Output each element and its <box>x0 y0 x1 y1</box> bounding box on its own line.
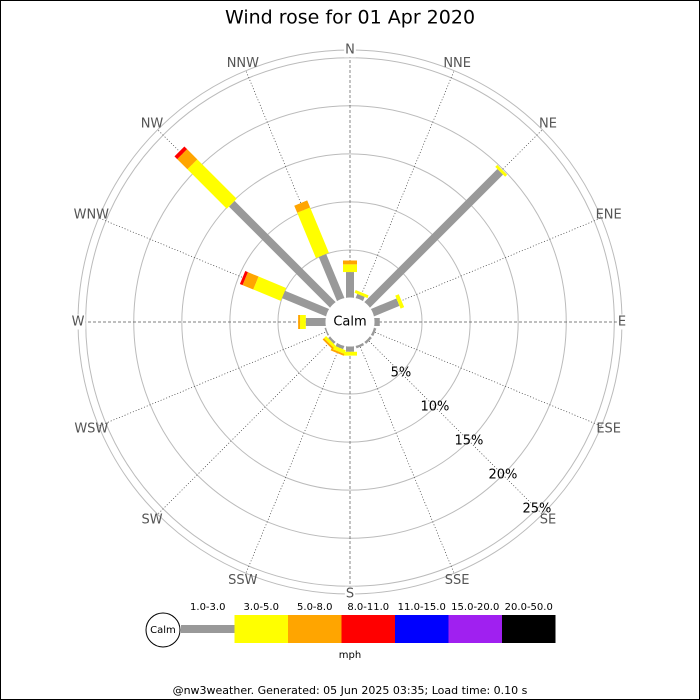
footer: @nw3weather. Generated: 05 Jun 2025 03:3… <box>173 684 528 697</box>
legend-label: 11.0-15.0 <box>398 602 446 613</box>
calm-label: Calm <box>333 315 366 330</box>
direction-label: S <box>346 587 354 602</box>
calm-circle <box>325 297 375 347</box>
ring-label: 25% <box>522 501 551 516</box>
bar-segment <box>495 164 508 177</box>
legend-unit: mph <box>339 650 361 661</box>
legend-swatch <box>502 615 556 643</box>
label-bg <box>70 314 86 330</box>
direction-label: WNW <box>74 207 110 222</box>
bar-segment <box>187 159 237 209</box>
spoke <box>98 330 328 427</box>
legend-label: 20.0-50.0 <box>505 602 553 613</box>
direction-label: NW <box>141 117 164 132</box>
spoke <box>245 70 342 300</box>
direction-label: NNE <box>443 56 471 71</box>
bar-segment <box>228 200 336 308</box>
legend-label: 8.0-11.0 <box>347 602 389 613</box>
direction-label: SSE <box>445 573 470 588</box>
direction-label: W <box>72 315 85 330</box>
label-bg <box>616 314 628 330</box>
legend-swatch <box>181 625 235 633</box>
label-bg <box>344 586 356 602</box>
bar-segment <box>364 168 504 308</box>
legend-swatch <box>288 615 342 643</box>
ring <box>277 249 423 395</box>
bar-segment <box>322 338 334 350</box>
ring-label: 5% <box>391 365 412 380</box>
spoke <box>98 217 328 314</box>
bar-segment <box>253 276 287 301</box>
ring-label: 15% <box>454 433 483 448</box>
legend-swatch <box>448 615 502 643</box>
label-bg <box>344 42 356 58</box>
spoke <box>366 338 543 515</box>
legend-label: 15.0-20.0 <box>451 602 499 613</box>
spoke <box>372 330 602 427</box>
spoke <box>358 344 455 574</box>
direction-label: ENE <box>596 207 622 222</box>
direction-label: NNW <box>227 56 259 71</box>
legend-label: 1.0-3.0 <box>190 602 225 613</box>
bar-segment <box>395 294 405 309</box>
legend-calm <box>145 612 181 648</box>
spoke <box>245 344 342 574</box>
spoke <box>358 70 455 300</box>
bar-segment <box>318 253 345 302</box>
bar-segment <box>354 290 369 299</box>
spoke <box>372 217 602 314</box>
bar-segment <box>297 207 329 259</box>
direction-label: NE <box>539 117 557 132</box>
bar-segment <box>330 348 345 356</box>
legend-swatch <box>395 615 449 643</box>
legend-label: 5.0-8.0 <box>297 602 332 613</box>
direction-label: E <box>618 315 626 330</box>
direction-label: SW <box>141 512 162 527</box>
direction-label: ESE <box>596 422 621 437</box>
chart-title: Wind rose for 01 Apr 2020 <box>225 7 475 29</box>
direction-label: N <box>345 43 355 58</box>
bar-segment <box>294 200 311 213</box>
bar-segment <box>331 345 346 354</box>
direction-label: SSW <box>228 573 258 588</box>
legend-label: 3.0-5.0 <box>244 602 279 613</box>
legend-calm-label: Calm <box>150 625 176 636</box>
bar-segment <box>324 336 336 348</box>
ring <box>181 153 519 491</box>
bar-segment <box>177 149 198 170</box>
legend-swatch <box>234 615 288 643</box>
bar-segment <box>370 298 400 317</box>
bar-segment <box>355 293 365 302</box>
ring-label: 20% <box>488 467 517 482</box>
bar-segment <box>281 290 330 317</box>
bar-segment <box>335 342 345 350</box>
legend-swatch <box>341 615 395 643</box>
bar-segment <box>239 271 248 286</box>
bar-segment <box>242 272 259 290</box>
direction-label: WSW <box>74 422 108 437</box>
ring-label: 10% <box>420 399 449 414</box>
direction-label: SE <box>540 512 556 527</box>
bar-segment <box>174 146 188 160</box>
